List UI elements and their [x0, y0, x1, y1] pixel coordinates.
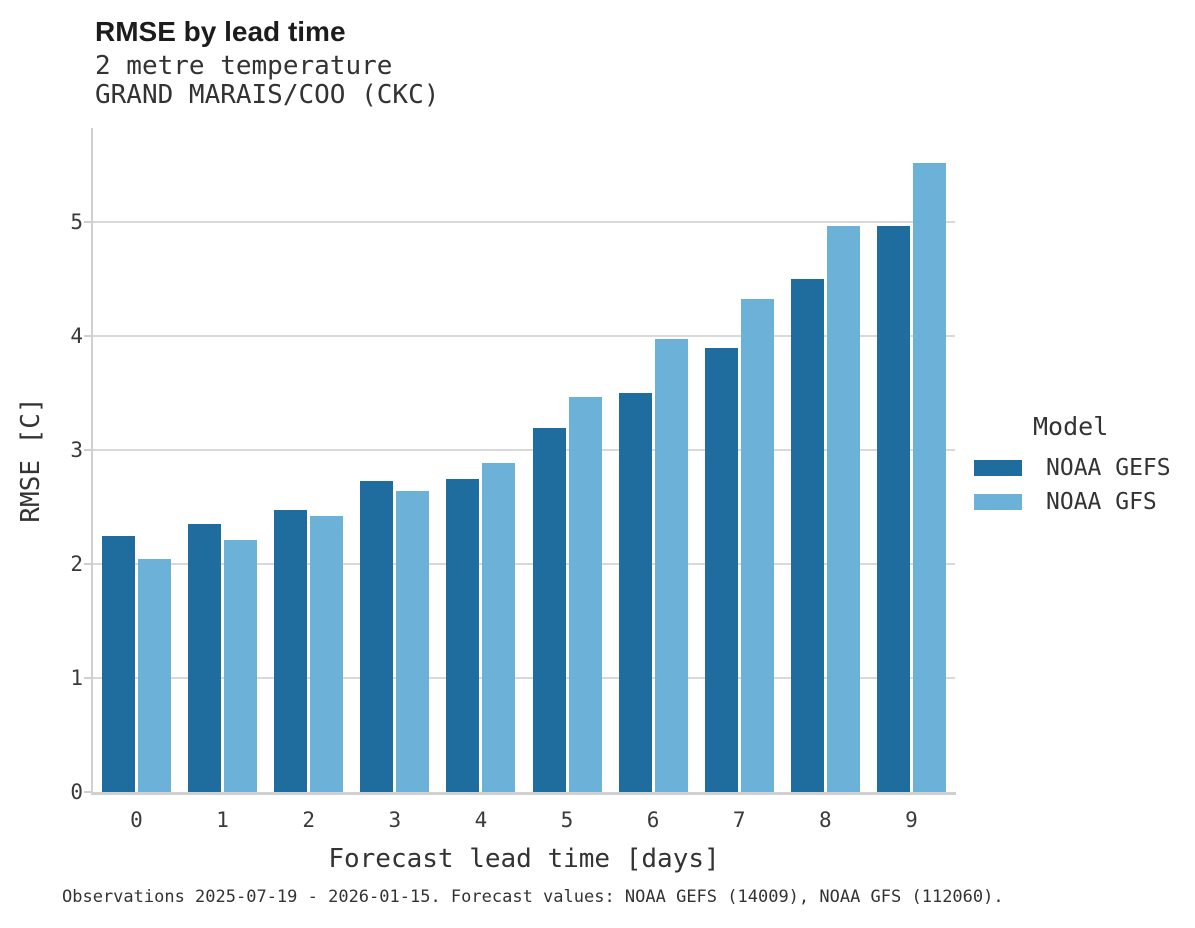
caption-text: Observations 2025-07-19 - 2026-01-15. Fo…	[62, 887, 1004, 907]
legend-swatch	[974, 494, 1022, 510]
legend-entry-noaa-gfs: NOAA GFS	[974, 488, 1171, 516]
legend-swatch	[974, 460, 1022, 476]
x-tick-label-4: 4	[474, 808, 488, 832]
bar-noaa-gfs-lead-6	[654, 339, 688, 792]
x-tick-label-6: 6	[646, 808, 660, 832]
bar-noaa-gefs-lead-7	[704, 348, 738, 792]
y-tick-mark-4	[84, 334, 91, 337]
x-tick-label-7: 7	[732, 808, 746, 832]
bar-noaa-gefs-lead-2	[274, 510, 308, 792]
bar-noaa-gfs-lead-0	[138, 559, 171, 792]
legend: Model NOAA GEFS NOAA GFS	[974, 412, 1171, 522]
legend-entries: NOAA GEFS NOAA GFS	[974, 454, 1171, 516]
bar-noaa-gefs-lead-5	[532, 428, 566, 792]
legend-label: NOAA GEFS	[1046, 455, 1171, 481]
y-tick-mark-1	[84, 676, 91, 679]
chart-title: RMSE by lead time	[95, 16, 346, 47]
x-tick-label-2: 2	[302, 808, 316, 832]
legend-entry-noaa-gefs: NOAA GEFS	[974, 454, 1171, 482]
bar-noaa-gfs-lead-3	[396, 490, 430, 792]
gridline-y-3	[93, 448, 955, 451]
y-tick-label-3: 3	[70, 437, 83, 462]
y-tick-mark-5	[84, 220, 91, 223]
gridline-y-1	[93, 676, 955, 679]
y-tick-label-2: 2	[70, 551, 83, 576]
x-tick-label-5: 5	[560, 808, 574, 832]
bar-noaa-gfs-lead-5	[568, 397, 602, 792]
bar-noaa-gfs-lead-7	[740, 299, 774, 792]
legend-label: NOAA GFS	[1046, 489, 1157, 515]
bar-noaa-gfs-lead-4	[482, 463, 516, 792]
bar-noaa-gfs-lead-1	[224, 539, 258, 792]
bar-noaa-gefs-lead-4	[446, 479, 480, 792]
x-tick-label-8: 8	[818, 808, 832, 832]
x-axis-spine	[91, 792, 956, 795]
plot-area	[93, 128, 955, 792]
x-tick-label-1: 1	[216, 808, 229, 832]
bar-noaa-gefs-lead-8	[790, 278, 824, 792]
y-tick-mark-2	[84, 562, 91, 565]
bar-noaa-gefs-lead-9	[876, 226, 910, 792]
bar-noaa-gefs-lead-1	[188, 523, 222, 792]
bar-noaa-gfs-lead-2	[310, 515, 344, 792]
x-tick-label-0: 0	[130, 808, 143, 832]
gridline-y-4	[93, 334, 955, 337]
x-axis-title: Forecast lead time [days]	[328, 844, 720, 874]
chart-subtitle-station: GRAND MARAIS/COO (CKC)	[95, 80, 440, 110]
y-tick-mark-0	[84, 791, 91, 793]
legend-title: Model	[1033, 412, 1109, 441]
y-tick-label-1: 1	[70, 665, 83, 690]
y-tick-label-5: 5	[70, 209, 83, 234]
chart-subtitle-variable: 2 metre temperature	[95, 51, 393, 81]
y-tick-mark-3	[84, 448, 91, 451]
y-axis-spine	[91, 128, 93, 792]
gridline-y-5	[93, 220, 955, 223]
bar-noaa-gefs-lead-3	[360, 480, 394, 792]
y-tick-label-0: 0	[70, 780, 83, 804]
bar-noaa-gefs-lead-0	[102, 536, 135, 792]
gridline-y-2	[93, 562, 955, 565]
y-tick-label-4: 4	[70, 323, 83, 348]
bar-noaa-gfs-lead-8	[826, 226, 860, 792]
x-tick-label-3: 3	[388, 808, 402, 832]
x-tick-label-9: 9	[905, 808, 918, 832]
bar-noaa-gfs-lead-9	[912, 163, 946, 792]
bar-noaa-gefs-lead-6	[618, 392, 652, 792]
